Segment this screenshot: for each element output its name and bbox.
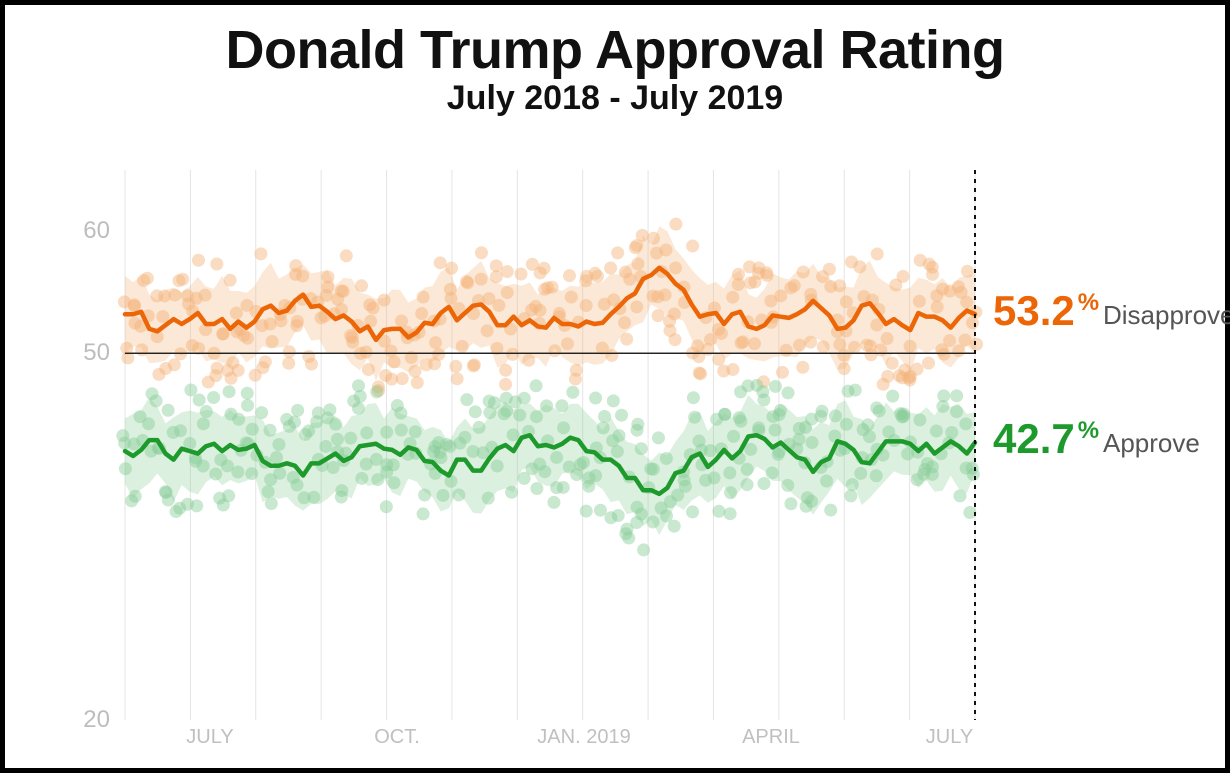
series-end-value: 53.2% — [993, 287, 1099, 335]
y-tick-label: 60 — [60, 217, 110, 245]
chart-frame: Donald Trump Approval Rating July 2018 -… — [0, 0, 1230, 773]
y-tick-label: 50 — [60, 339, 110, 367]
y-tick-label: 20 — [60, 706, 110, 734]
series-end-value: 42.7% — [993, 415, 1099, 463]
x-tick-label: JULY — [140, 726, 280, 749]
series-end-label: Disapprove — [1103, 300, 1230, 331]
x-tick-label: JAN. 2019 — [514, 726, 654, 749]
x-tick-label: APRIL — [701, 726, 841, 749]
x-tick-label: JULY — [880, 726, 1020, 749]
series-end-label: Approve — [1103, 428, 1200, 459]
approval-chart — [5, 5, 1225, 768]
x-tick-label: OCT. — [327, 726, 467, 749]
